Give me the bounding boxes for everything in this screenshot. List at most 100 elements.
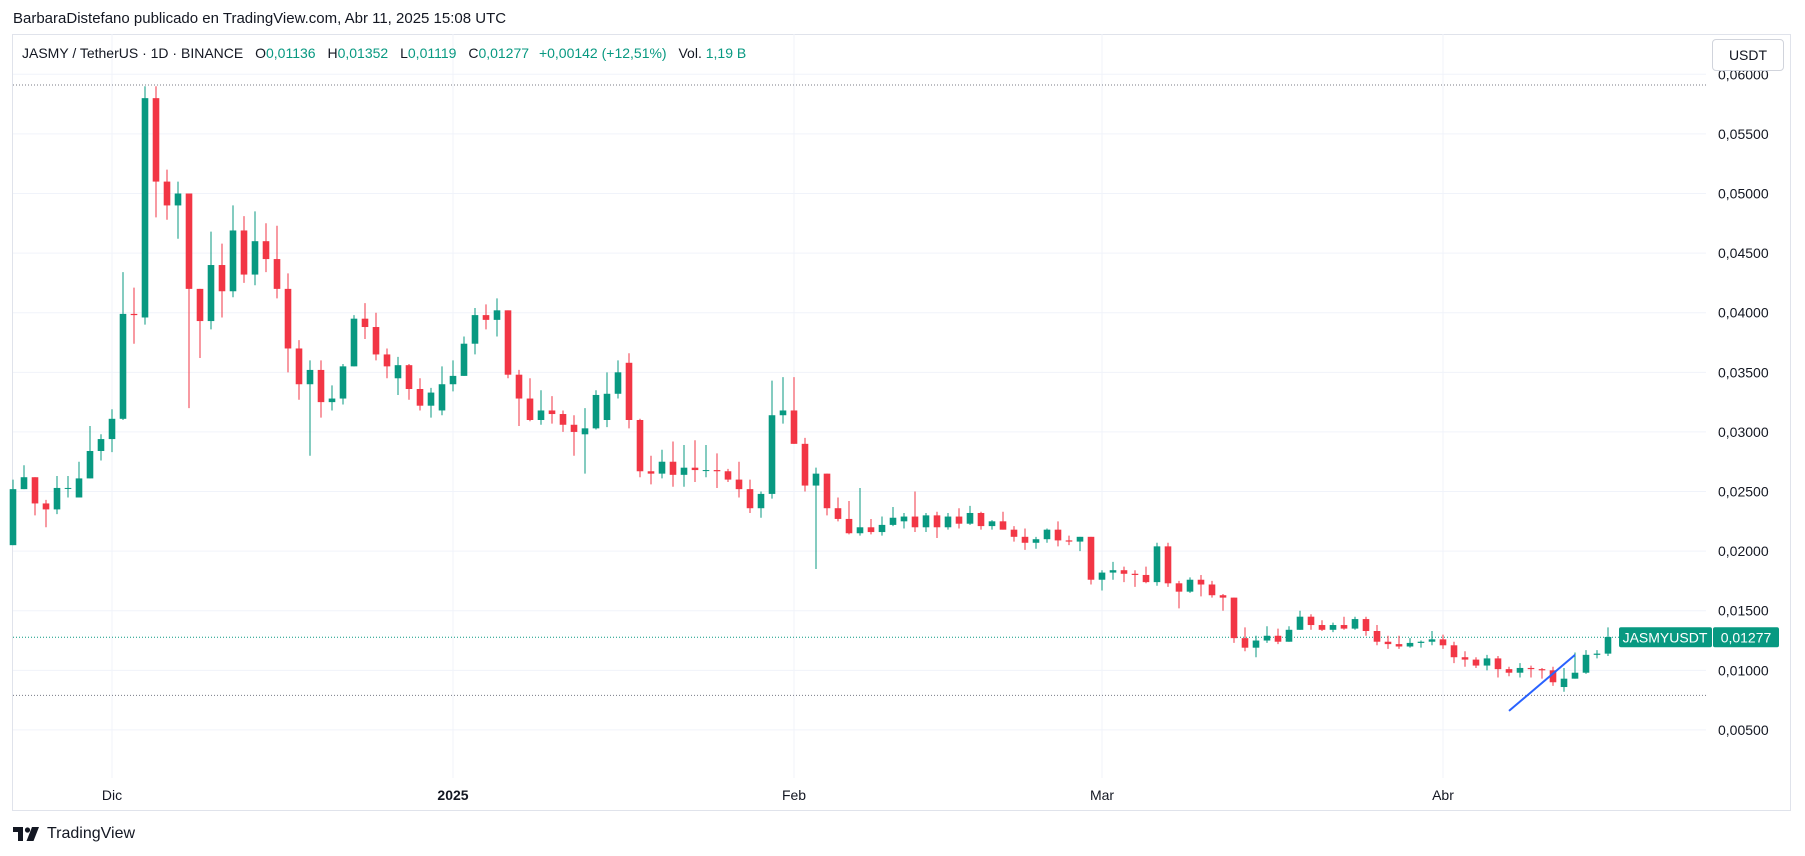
- candle-body: [1384, 641, 1392, 645]
- candle-body: [856, 527, 864, 534]
- symbol-label[interactable]: JASMY / TetherUS · 1D · BINANCE: [22, 45, 244, 61]
- candle-body: [922, 515, 930, 528]
- change-value: +0,00142 (+12,51%): [538, 45, 667, 61]
- candle-body: [614, 372, 622, 394]
- price-tag-symbol: JASMYUSDT: [1623, 629, 1708, 645]
- candle-body: [163, 181, 171, 206]
- y-tick-label: 0,02500: [1718, 484, 1769, 500]
- candle-body: [350, 318, 358, 367]
- candle-body: [471, 315, 479, 344]
- candle-body: [603, 393, 611, 420]
- candle-body: [1340, 625, 1348, 629]
- candle-body: [570, 424, 578, 432]
- y-tick-label: 0,01500: [1718, 603, 1769, 619]
- candle-body: [317, 369, 325, 403]
- candle-body: [383, 354, 391, 367]
- high-value: 0,01352: [337, 45, 389, 61]
- candle-body: [1604, 636, 1612, 654]
- candle-body: [1252, 640, 1260, 648]
- candle-body: [1538, 669, 1546, 671]
- chart-frame: [12, 34, 1791, 811]
- candle-body: [834, 508, 842, 519]
- candle-body: [1593, 653, 1601, 655]
- candle-body: [130, 313, 138, 316]
- candle-body: [119, 313, 127, 419]
- candle-body: [328, 398, 336, 403]
- candle-body: [548, 410, 556, 415]
- tradingview-logo-icon: [13, 827, 39, 841]
- candle-body: [1373, 630, 1381, 642]
- y-tick-label: 0,04500: [1718, 245, 1769, 261]
- candle-body: [746, 489, 754, 509]
- candle-body: [251, 241, 259, 275]
- candle-body: [1395, 644, 1403, 647]
- candle-body: [801, 443, 809, 486]
- candle-body: [933, 515, 941, 528]
- close-label: C: [468, 45, 479, 61]
- candle-body: [64, 487, 72, 489]
- candle-body: [1175, 583, 1183, 592]
- y-tick-label: 0,03000: [1718, 424, 1769, 440]
- candle-body: [427, 392, 435, 406]
- price-tag-symbol-bg: [1619, 627, 1712, 648]
- candle-body: [1230, 597, 1238, 639]
- candle-body: [1043, 529, 1051, 540]
- candle-body: [1318, 625, 1326, 630]
- candle-body: [185, 193, 193, 289]
- candle-body: [97, 439, 105, 451]
- candle-body: [1560, 678, 1568, 688]
- candle-body: [273, 259, 281, 289]
- candle-body: [361, 318, 369, 328]
- candle-body: [735, 479, 743, 490]
- y-tick-label: 0,05000: [1718, 186, 1769, 202]
- candle-body: [658, 461, 666, 474]
- currency-button[interactable]: USDT: [1712, 39, 1784, 71]
- candle-body: [581, 428, 589, 435]
- candle-body: [31, 477, 39, 504]
- tradingview-logo[interactable]: TradingView: [13, 825, 135, 843]
- candle-body: [724, 471, 732, 480]
- candle-body: [240, 230, 248, 275]
- candle-body: [702, 470, 710, 472]
- candle-body: [1549, 670, 1557, 683]
- candle-body: [1109, 570, 1117, 573]
- price-tag-value: 0,01277: [1721, 629, 1772, 645]
- x-tick-label: Feb: [782, 787, 806, 803]
- candle-body: [1032, 539, 1040, 543]
- candle-body: [1021, 536, 1029, 543]
- candle-body: [966, 512, 974, 524]
- y-tick-label: 0,02000: [1718, 543, 1769, 559]
- candle-body: [999, 521, 1007, 530]
- candle-body: [1439, 639, 1447, 646]
- candle-body: [218, 265, 226, 292]
- x-tick-label: 2025: [437, 787, 468, 803]
- candle-body: [1571, 672, 1579, 679]
- ohlc-legend: JASMY / TetherUS · 1D · BINANCE O0,01136…: [22, 45, 746, 61]
- open-label: O: [255, 45, 266, 61]
- volume-label: Vol.: [678, 45, 702, 61]
- candle-body: [1098, 572, 1106, 580]
- candle-body: [1527, 667, 1535, 670]
- candle-body: [757, 493, 765, 509]
- price-tag[interactable]: JASMYUSDT 0,01277: [1619, 627, 1779, 648]
- x-tick-label: Dic: [102, 787, 122, 803]
- candle-body: [977, 512, 985, 527]
- candle-body: [1208, 584, 1216, 596]
- candle-body: [680, 467, 688, 475]
- low-label: L: [400, 45, 408, 61]
- y-tick-label: 0,05500: [1718, 126, 1769, 142]
- close-value: 0,01277: [478, 45, 530, 61]
- candle-body: [1186, 579, 1194, 592]
- candle-body: [1516, 667, 1524, 673]
- volume-value: 1,19 B: [705, 45, 747, 61]
- candle-body: [20, 477, 28, 490]
- y-tick-label: 0,04000: [1718, 305, 1769, 321]
- candle-body: [1164, 546, 1172, 584]
- candle-body: [196, 288, 204, 322]
- candle-body: [1274, 635, 1282, 642]
- candle-body: [108, 418, 116, 440]
- x-tick-label: Abr: [1432, 787, 1454, 803]
- candle-body: [691, 467, 699, 471]
- candle-body: [1329, 625, 1337, 630]
